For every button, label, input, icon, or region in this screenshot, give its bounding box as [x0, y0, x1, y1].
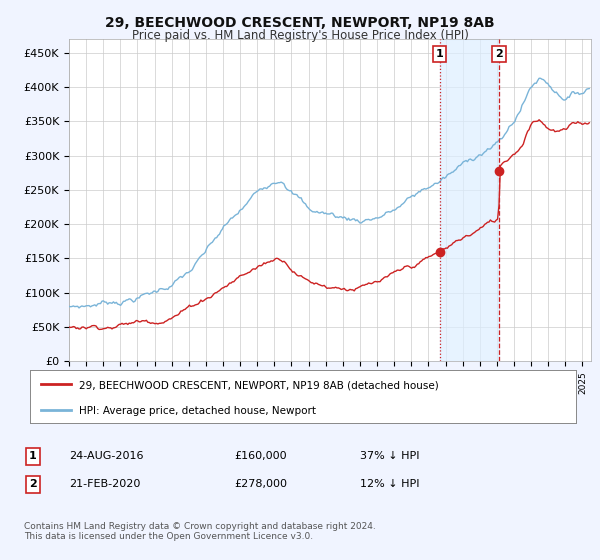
Text: 37% ↓ HPI: 37% ↓ HPI: [360, 451, 419, 461]
Text: 2: 2: [29, 479, 37, 489]
Text: Contains HM Land Registry data © Crown copyright and database right 2024.
This d: Contains HM Land Registry data © Crown c…: [24, 522, 376, 542]
Text: 29, BEECHWOOD CRESCENT, NEWPORT, NP19 8AB (detached house): 29, BEECHWOOD CRESCENT, NEWPORT, NP19 8A…: [79, 381, 439, 390]
Bar: [440, 39, 499, 361]
Text: HPI: Average price, detached house, Newport: HPI: Average price, detached house, Newp…: [79, 406, 316, 416]
Text: 21-FEB-2020: 21-FEB-2020: [69, 479, 140, 489]
Text: 2: 2: [495, 49, 503, 59]
Text: 29, BEECHWOOD CRESCENT, NEWPORT, NP19 8AB: 29, BEECHWOOD CRESCENT, NEWPORT, NP19 8A…: [105, 16, 495, 30]
Text: £160,000: £160,000: [234, 451, 287, 461]
Text: Price paid vs. HM Land Registry's House Price Index (HPI): Price paid vs. HM Land Registry's House …: [131, 29, 469, 42]
Text: 12% ↓ HPI: 12% ↓ HPI: [360, 479, 419, 489]
Text: 1: 1: [29, 451, 37, 461]
Text: 1: 1: [436, 49, 443, 59]
Text: 24-AUG-2016: 24-AUG-2016: [69, 451, 143, 461]
Text: £278,000: £278,000: [234, 479, 287, 489]
